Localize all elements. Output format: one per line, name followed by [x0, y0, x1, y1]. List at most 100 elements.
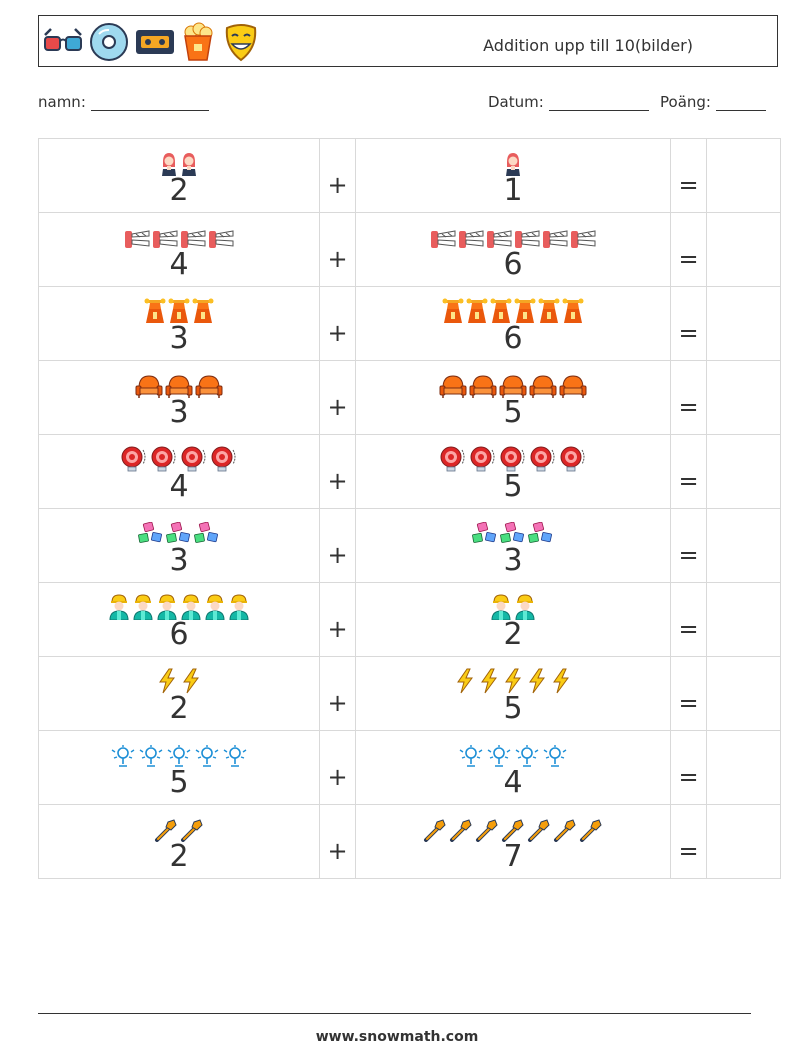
plus-sign: + — [327, 762, 348, 791]
spotlight-icon — [529, 446, 557, 472]
stage-lights-icon — [490, 298, 512, 324]
tickets-icon — [138, 521, 164, 546]
cinema-seat-icon — [559, 374, 587, 398]
second-addend-icons — [490, 590, 536, 620]
equals-cell: = — [670, 286, 707, 361]
plus-cell: + — [319, 360, 356, 435]
answer-cell[interactable] — [706, 656, 781, 731]
clapperboard-icon — [208, 228, 234, 250]
equals-sign: = — [678, 614, 699, 643]
plus-cell: + — [319, 434, 356, 509]
answer-cell[interactable] — [706, 508, 781, 583]
pipe-wrench-icon — [449, 818, 473, 842]
answer-cell[interactable] — [706, 730, 781, 805]
sprinkler-icon — [138, 744, 164, 768]
score-field[interactable]: Poäng: — [660, 93, 766, 111]
sprinkler-icon — [166, 744, 192, 768]
second-addend: 3 — [503, 542, 523, 578]
plus-cell: + — [319, 656, 356, 731]
plus-sign: + — [327, 614, 348, 643]
first-addend-cell: 4 — [38, 434, 320, 509]
footer-site: www.snowmath.com — [315, 1029, 479, 1045]
equals-sign: = — [678, 244, 699, 273]
first-addend: 2 — [169, 172, 189, 208]
worksheet-header: Addition upp till 10(bilder) — [38, 15, 778, 67]
problem-row: 3 +6 = — [38, 286, 781, 361]
answer-cell[interactable] — [706, 360, 781, 435]
second-addend-cell: 4 — [355, 730, 671, 805]
equals-cell: = — [670, 804, 707, 879]
second-addend-cell: 5 — [355, 360, 671, 435]
plus-cell: + — [319, 582, 356, 657]
first-addend-icons — [108, 590, 250, 620]
second-addend-icons — [442, 294, 584, 324]
second-addend: 5 — [503, 690, 523, 726]
first-addend-cell: 5 — [38, 730, 320, 805]
spotlight-icon — [210, 446, 238, 472]
name-line[interactable] — [90, 96, 209, 111]
sprinkler-icon — [222, 744, 248, 768]
footer-divider — [38, 1013, 751, 1014]
date-field[interactable]: Datum: — [488, 93, 649, 111]
second-addend-icons — [458, 738, 568, 768]
second-addend: 2 — [503, 616, 523, 652]
worker-icon — [228, 593, 250, 620]
equals-sign: = — [678, 392, 699, 421]
problem-row: 4 +5 = — [38, 434, 781, 509]
sprinkler-icon — [486, 744, 512, 768]
second-addend: 5 — [503, 394, 523, 430]
name-field[interactable]: namn: — [38, 93, 209, 111]
equals-cell: = — [670, 508, 707, 583]
actress-icon — [160, 152, 178, 176]
tickets-icon — [472, 521, 498, 546]
answer-cell[interactable] — [706, 434, 781, 509]
plus-sign: + — [327, 170, 348, 199]
tickets-icon — [194, 521, 220, 546]
score-line[interactable] — [715, 96, 766, 111]
answer-cell[interactable] — [706, 804, 781, 879]
name-label: namn: — [38, 93, 86, 111]
sprinkler-icon — [110, 744, 136, 768]
first-addend-cell: 2 — [38, 138, 320, 213]
first-addend-cell: 2 — [38, 804, 320, 879]
date-line[interactable] — [548, 96, 649, 111]
equals-cell: = — [670, 582, 707, 657]
worker-icon — [204, 593, 226, 620]
second-addend: 7 — [503, 838, 523, 874]
first-addend: 3 — [169, 542, 189, 578]
answer-cell[interactable] — [706, 138, 781, 213]
answer-cell[interactable] — [706, 212, 781, 287]
first-addend-icons — [135, 368, 223, 398]
clapperboard-icon — [486, 228, 512, 250]
answer-cell[interactable] — [706, 582, 781, 657]
first-addend: 3 — [169, 320, 189, 356]
tickets-icon — [528, 521, 554, 546]
plus-sign: + — [327, 318, 348, 347]
first-addend-icons — [144, 294, 214, 324]
worker-icon — [132, 593, 154, 620]
pipe-wrench-icon — [475, 818, 499, 842]
clapperboard-icon — [570, 228, 596, 250]
problem-row: 5 +4 = — [38, 730, 781, 805]
problem-row: 3 +3 = — [38, 508, 781, 583]
first-addend-cell: 4 — [38, 212, 320, 287]
problem-row: 2 +5 = — [38, 656, 781, 731]
first-addend: 6 — [169, 616, 189, 652]
second-addend-cell: 6 — [355, 212, 671, 287]
first-addend-icons — [120, 442, 238, 472]
first-addend: 4 — [169, 246, 189, 282]
lightning-icon — [180, 668, 202, 694]
cinema-seat-icon — [499, 374, 527, 398]
plus-cell: + — [319, 730, 356, 805]
lightning-icon — [550, 668, 572, 694]
stage-lights-icon — [144, 298, 166, 324]
cinema-seat-icon — [469, 374, 497, 398]
spotlight-icon — [469, 446, 497, 472]
header-icons — [43, 20, 261, 64]
second-addend-cell: 2 — [355, 582, 671, 657]
stage-lights-icon — [168, 298, 190, 324]
answer-cell[interactable] — [706, 286, 781, 361]
clapperboard-icon — [542, 228, 568, 250]
popcorn-icon — [184, 22, 213, 61]
second-addend: 6 — [503, 246, 523, 282]
